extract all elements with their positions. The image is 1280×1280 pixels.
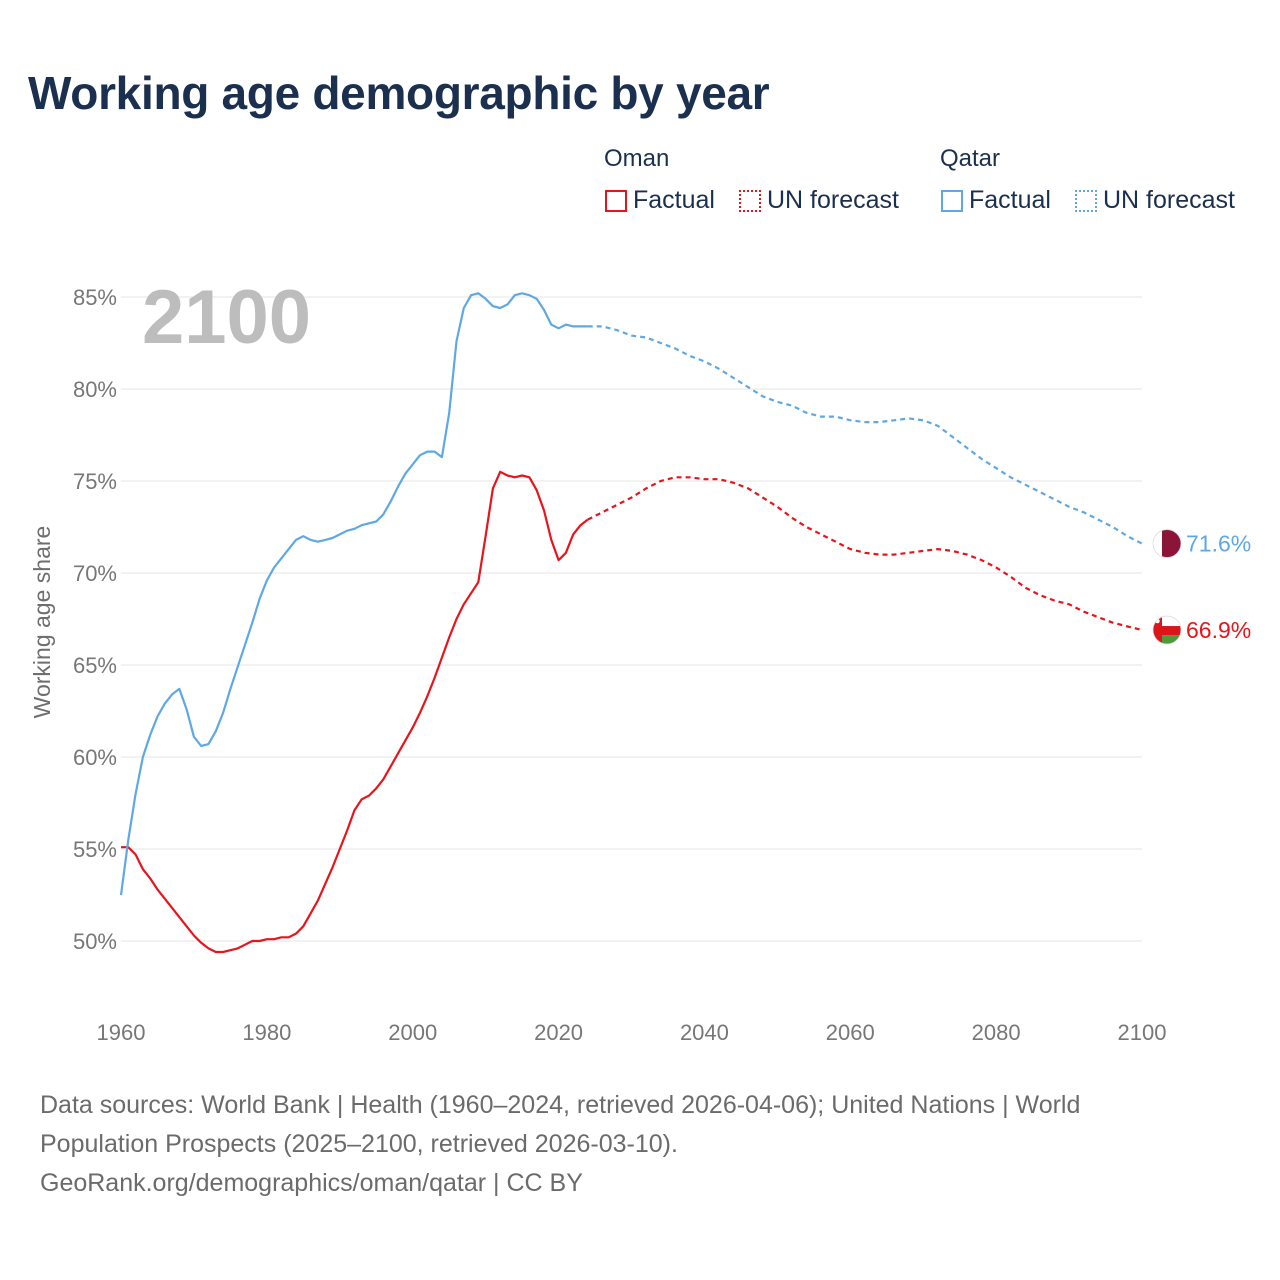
x-tick-label: 2000 bbox=[388, 1020, 437, 1045]
x-tick-label: 2020 bbox=[534, 1020, 583, 1045]
y-axis-ticks: 50% 55% 60% 65% 70% 75% 80% 85% bbox=[73, 285, 117, 954]
series-line-qatar-forecast bbox=[587, 325, 1143, 545]
x-tick-label: 2060 bbox=[826, 1020, 875, 1045]
footer: Data sources: World Bank | Health (1960–… bbox=[40, 1086, 1240, 1203]
x-tick-label: 1980 bbox=[242, 1020, 291, 1045]
x-tick-label: 2040 bbox=[680, 1020, 729, 1045]
legend-group-title-oman: Oman bbox=[604, 145, 670, 172]
y-tick-label: 85% bbox=[73, 285, 117, 310]
legend-item-qatar-factual[interactable]: Factual bbox=[941, 186, 1051, 215]
y-tick-label: 50% bbox=[73, 929, 117, 954]
y-tick-label: 60% bbox=[73, 745, 117, 770]
end-value-label-qatar: 71.6% bbox=[1186, 531, 1251, 557]
x-axis-ticks: 1960 1980 2000 2020 2040 2060 2080 2100 bbox=[97, 1020, 1167, 1045]
legend-swatch-oman-factual bbox=[605, 189, 627, 212]
legend-swatch-qatar-factual bbox=[941, 189, 963, 212]
y-axis-label: Working age share bbox=[29, 526, 55, 719]
legend-label-qatar-forecast: UN forecast bbox=[1103, 186, 1235, 214]
x-tick-label: 2080 bbox=[972, 1020, 1021, 1045]
y-tick-label: 70% bbox=[73, 561, 117, 586]
legend-item-oman-forecast[interactable]: UN forecast bbox=[739, 186, 899, 215]
y-tick-label: 80% bbox=[73, 377, 117, 402]
end-markers: 66.9% 71.6% bbox=[1152, 529, 1251, 645]
oman-flag-icon bbox=[1152, 615, 1182, 645]
legend-item-qatar-forecast[interactable]: UN forecast bbox=[1075, 186, 1235, 215]
end-value-label-oman: 66.9% bbox=[1186, 617, 1251, 643]
year-watermark: 2100 bbox=[142, 275, 311, 360]
footer-sources-line-1: Data sources: World Bank | Health (1960–… bbox=[40, 1091, 1081, 1119]
legend-swatch-oman-forecast bbox=[739, 189, 761, 212]
qatar-flag-icon bbox=[1152, 529, 1182, 558]
series-lines bbox=[119, 292, 1143, 954]
legend-label-oman-factual: Factual bbox=[633, 186, 715, 214]
legend-label-oman-forecast: UN forecast bbox=[767, 186, 899, 214]
series-line-oman-forecast bbox=[587, 476, 1143, 632]
y-tick-label: 65% bbox=[73, 653, 117, 678]
line-chart: 50% 55% 60% 65% 70% 75% 80% 85% 1960 1980 2000 202… bbox=[29, 275, 1251, 1045]
legend-swatch-qatar-forecast bbox=[1075, 189, 1097, 212]
legend-group-title-qatar: Qatar bbox=[940, 145, 1001, 172]
legend-label-qatar-factual: Factual bbox=[969, 186, 1051, 214]
x-tick-label: 1960 bbox=[97, 1020, 146, 1045]
y-tick-label: 55% bbox=[73, 837, 117, 862]
x-tick-label: 2100 bbox=[1118, 1020, 1167, 1045]
footer-sources-line-2: Population Prospects (2025–2100, retriev… bbox=[40, 1130, 678, 1158]
grid-lines bbox=[121, 296, 1142, 942]
page-title: Working age demographic by year bbox=[28, 67, 770, 119]
footer-attribution[interactable]: GeoRank.org/demographics/oman/qatar | CC… bbox=[40, 1169, 583, 1197]
legend-item-oman-factual[interactable]: Factual bbox=[605, 186, 715, 215]
y-tick-label: 75% bbox=[73, 469, 117, 494]
series-line-oman-factual bbox=[121, 470, 589, 954]
series-line-qatar-factual bbox=[119, 292, 588, 896]
